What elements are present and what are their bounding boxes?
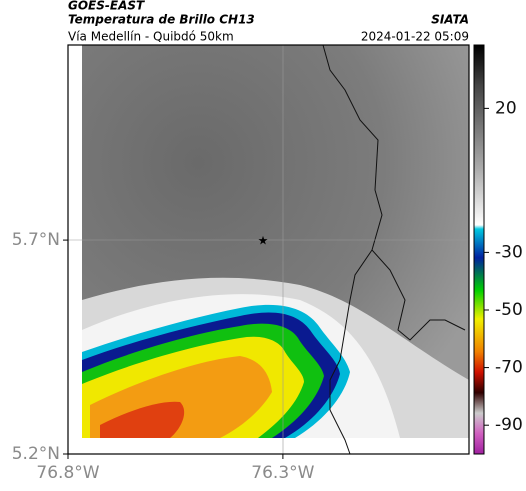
colorbar-tick-label: -70 xyxy=(495,358,523,378)
credit: SIATA xyxy=(431,13,469,27)
lat-tick-label: 5.2°N xyxy=(12,444,60,464)
colorbar xyxy=(473,44,485,455)
location-star: ★ xyxy=(258,234,269,248)
lon-tick-label: 76.3°W xyxy=(251,463,314,483)
satellite-image: ★ xyxy=(68,45,469,454)
timestamp: 2024-01-22 05:09 xyxy=(361,30,469,44)
map-frame xyxy=(67,44,470,455)
subtitle: Vía Medellín - Quibdó 50km xyxy=(68,30,234,44)
colorbar-tick-label: -90 xyxy=(495,415,523,435)
colorbar-tick-label: 20 xyxy=(495,98,517,118)
colorbar-tick-label: -50 xyxy=(495,300,523,320)
colorbar-tick-label: -30 xyxy=(495,242,523,262)
source: GOES-EAST xyxy=(68,0,145,13)
lon-tick-label: 76.8°W xyxy=(36,463,99,483)
title: Temperatura de Brillo CH13 xyxy=(68,13,255,27)
lat-tick-label: 5.7°N xyxy=(12,230,60,250)
